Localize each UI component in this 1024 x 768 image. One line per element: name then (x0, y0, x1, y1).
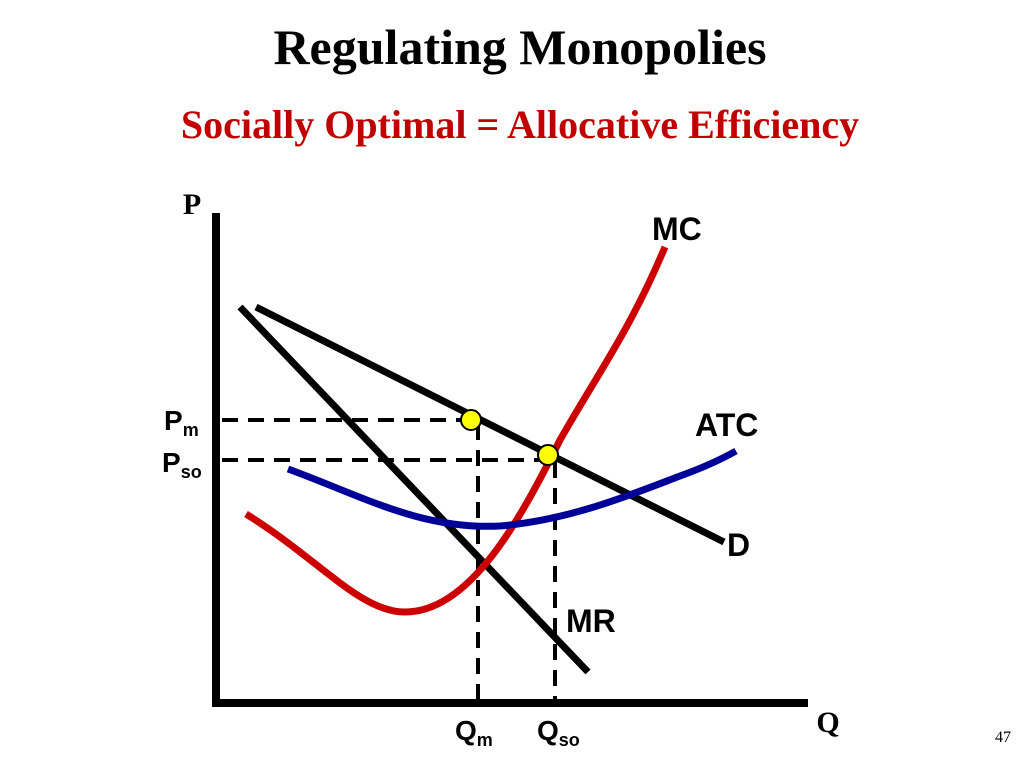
label-main: P (164, 405, 183, 436)
x-axis-label: Q (816, 706, 839, 739)
label-main: P (162, 447, 181, 478)
demand-label: D (727, 527, 750, 563)
y-axis-label: P (183, 188, 201, 221)
monopoly-point (460, 409, 482, 431)
atc-curve (286, 447, 738, 530)
socially-optimal-point (537, 444, 559, 466)
mr-label: MR (566, 603, 616, 639)
diagram (212, 213, 808, 707)
demand-curve (254, 303, 726, 546)
quantity-label: Qm (455, 715, 493, 750)
subtitle: Socially Optimal = Allocative Efficiency (181, 102, 859, 147)
label-sub: so (559, 730, 580, 750)
label-sub: so (181, 462, 202, 482)
atc-label: ATC (695, 407, 758, 443)
mr-curve (237, 304, 591, 675)
page-number: 47 (995, 729, 1011, 746)
quantity-label: Qso (537, 715, 580, 750)
label-sub: m (183, 420, 199, 440)
title: Regulating Monopolies (273, 19, 766, 75)
price-label: Pm (164, 405, 199, 440)
price-label: Pso (162, 447, 202, 482)
mc-label: MC (652, 211, 702, 247)
label-main: Q (537, 715, 559, 746)
mc-curve (244, 245, 669, 616)
label-sub: m (477, 730, 493, 750)
label-main: Q (455, 715, 477, 746)
